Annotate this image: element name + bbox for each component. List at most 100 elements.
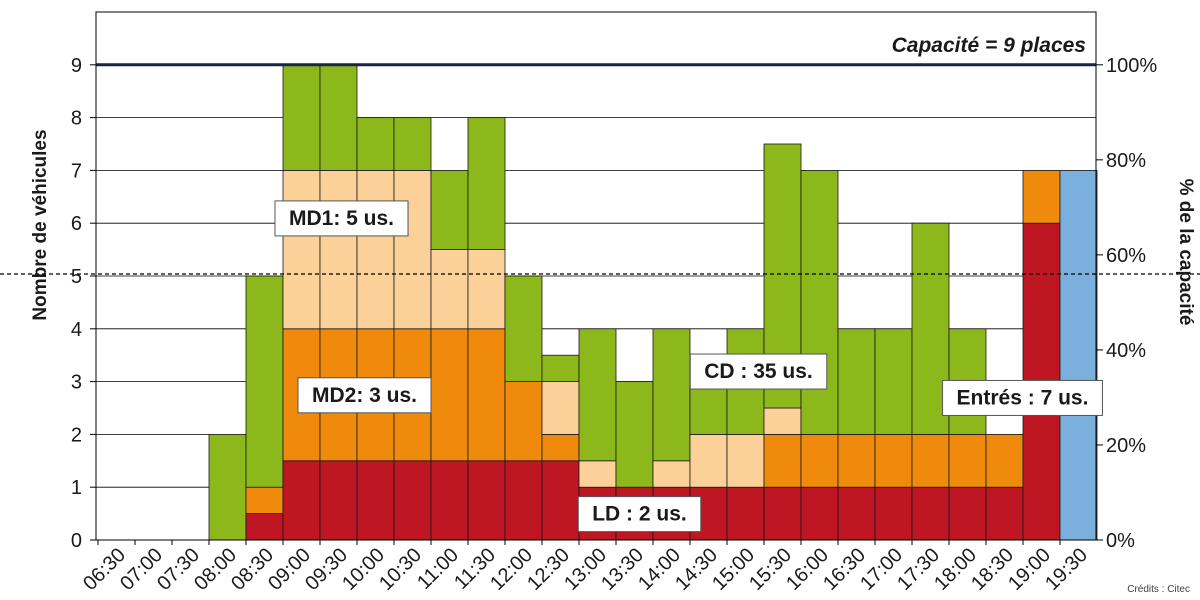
bar-segment: [356, 169, 395, 330]
bar-segment: [652, 328, 691, 462]
y-axis-right-title: % de la capacité: [1175, 179, 1196, 326]
bar-segment: [245, 486, 284, 515]
bar-segment: [578, 328, 617, 462]
bar-segment: [393, 169, 432, 330]
bar-segment: [282, 169, 321, 330]
bar-segment: [985, 433, 1024, 488]
annotation-text: LD : 2 us.: [592, 503, 687, 526]
bar-segment: [393, 460, 432, 541]
bar-segment: [763, 486, 802, 541]
bar-segment: [356, 117, 395, 171]
bar-segment: [356, 460, 395, 541]
x-tick-label: 07:30: [153, 544, 204, 595]
bar-segment: [874, 486, 913, 541]
annotation-md2: MD2: 3 us.: [297, 377, 432, 414]
x-tick-label: 14:30: [671, 544, 722, 595]
annotation-box: [274, 200, 409, 237]
annotation-text: MD1: 5 us.: [289, 207, 394, 230]
bar-segment: [837, 486, 876, 541]
bar-segment: [800, 169, 839, 435]
bar-segment: [430, 169, 469, 250]
labels-layer: MD1: 5 us. MD2: 3 us. CD : 35 us. LD : 2 us…: [274, 200, 1103, 533]
bar-segment: [911, 433, 950, 488]
annotation-box: [689, 353, 828, 390]
bar-segment: [726, 486, 765, 541]
bar-segment: [800, 486, 839, 541]
bar-segment: [541, 460, 580, 541]
bar-segment: [948, 433, 987, 488]
annotation-entres: Entrés : 7 us.: [942, 379, 1103, 416]
y-right-tick-label: 60%: [1106, 245, 1146, 267]
x-tick-label: 13:30: [597, 544, 648, 595]
bar-segment: [208, 433, 247, 541]
annotation-ld: LD : 2 us.: [577, 496, 702, 533]
annotation-box: [577, 496, 702, 533]
y-tick-label: 1: [71, 477, 82, 499]
y-tick-label: 3: [71, 372, 82, 394]
x-tick-label: 13:00: [560, 544, 611, 595]
x-tick-label: 15:30: [745, 544, 796, 595]
bar-segment: [689, 381, 728, 435]
x-tick-label: 09:30: [301, 544, 352, 595]
bar-segment: [911, 486, 950, 541]
bar-segment: [615, 381, 654, 488]
x-tick-label: 08:00: [190, 544, 241, 595]
bar-segment: [319, 64, 358, 171]
bar-segment: [837, 328, 876, 435]
x-tick-label: 18:30: [967, 544, 1018, 595]
bar-segment: [467, 117, 506, 250]
annotation-box: [942, 379, 1103, 416]
x-tick-label: 14:00: [634, 544, 685, 595]
x-tick-label: 17:30: [893, 544, 944, 595]
annotation-text: CD : 35 us.: [704, 360, 813, 383]
bar-segment: [1059, 169, 1098, 541]
bar-segment: [985, 486, 1024, 541]
bar-segment: [948, 486, 987, 541]
bar-segment: [800, 433, 839, 488]
y-tick-label: 9: [71, 55, 82, 77]
bar-segment: [467, 249, 506, 330]
bars-layer: [208, 64, 1098, 541]
bar-segment: [541, 354, 580, 383]
y-right-tick-label: 40%: [1106, 340, 1146, 362]
bar-segment: [467, 328, 506, 462]
bar-segment: [430, 328, 469, 462]
bar-segment: [874, 328, 913, 435]
bar-segment: [578, 460, 617, 488]
credit-text: Crédits : Citec: [1127, 584, 1190, 595]
x-tick-label: 17:00: [856, 544, 907, 595]
bar-segment: [319, 460, 358, 541]
x-tick-label: 16:30: [819, 544, 870, 595]
y-tick-label: 8: [71, 108, 82, 130]
x-tick-label: 15:00: [708, 544, 759, 595]
y-right-tick-label: 100%: [1106, 55, 1157, 77]
bar-segment: [541, 433, 580, 462]
x-tick-label: 18:00: [930, 544, 981, 595]
y-right-tick-label: 20%: [1106, 435, 1146, 457]
y-tick-label: 0: [71, 530, 82, 552]
x-tick-label: 07:00: [116, 544, 167, 595]
bar-segment: [726, 433, 765, 488]
y-tick-label: 4: [71, 319, 82, 341]
x-tick-label: 11:00: [413, 544, 463, 594]
bar-segment: [763, 433, 802, 488]
y-tick-label: 5: [71, 266, 82, 288]
bar-segment: [504, 460, 543, 541]
bar-segment: [282, 64, 321, 171]
bar-segment: [1022, 169, 1061, 224]
lines-layer: [0, 63, 1200, 275]
x-tick-label: 06:30: [79, 544, 130, 595]
y-tick-label: 6: [71, 213, 82, 235]
annotation-box: [297, 377, 432, 414]
bar-segment: [763, 407, 802, 435]
x-tick-label: 12:30: [523, 544, 574, 595]
x-tick-label: 09:00: [264, 544, 315, 595]
bar-segment: [652, 460, 691, 488]
x-tick-label: 08:30: [227, 544, 278, 595]
x-tick-label: 19:30: [1041, 544, 1092, 595]
bar-segment: [504, 275, 543, 382]
bar-segment: [837, 433, 876, 488]
annotation-text: MD2: 3 us.: [312, 384, 417, 407]
bar-segment: [319, 169, 358, 330]
